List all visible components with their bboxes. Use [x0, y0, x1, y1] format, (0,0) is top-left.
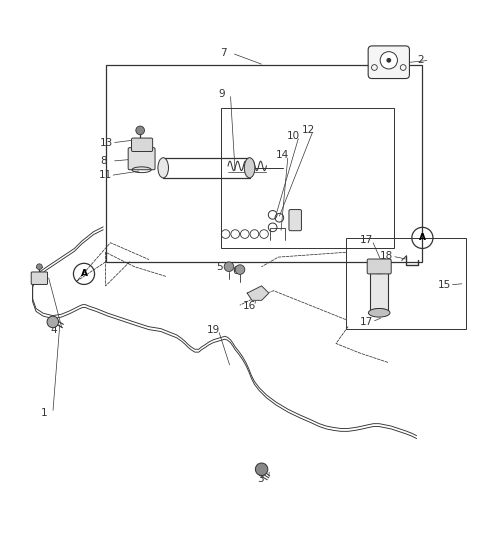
- Text: 10: 10: [287, 131, 300, 141]
- FancyBboxPatch shape: [128, 148, 155, 170]
- Text: 17: 17: [360, 317, 373, 327]
- Circle shape: [136, 126, 144, 135]
- Text: 5: 5: [216, 262, 223, 272]
- Ellipse shape: [370, 309, 388, 316]
- Text: A: A: [81, 269, 87, 279]
- FancyBboxPatch shape: [289, 210, 301, 231]
- FancyBboxPatch shape: [31, 272, 48, 285]
- Ellipse shape: [244, 157, 255, 178]
- Text: 19: 19: [206, 325, 220, 335]
- Text: 11: 11: [98, 171, 112, 180]
- Circle shape: [47, 316, 59, 327]
- Text: 3: 3: [257, 474, 264, 484]
- Polygon shape: [247, 286, 269, 300]
- Bar: [370, 270, 388, 312]
- Circle shape: [224, 262, 234, 272]
- FancyBboxPatch shape: [132, 138, 153, 151]
- Bar: [221, 108, 394, 248]
- Text: 8: 8: [100, 156, 107, 166]
- Circle shape: [36, 264, 42, 269]
- FancyBboxPatch shape: [368, 46, 409, 79]
- Text: 17: 17: [360, 235, 373, 245]
- Ellipse shape: [158, 157, 168, 178]
- Text: 2: 2: [418, 55, 424, 65]
- Bar: [106, 65, 422, 262]
- Ellipse shape: [370, 267, 388, 274]
- Text: 1: 1: [41, 408, 48, 418]
- Text: 6: 6: [232, 267, 239, 276]
- Text: 18: 18: [380, 251, 394, 261]
- Circle shape: [255, 463, 268, 476]
- Circle shape: [386, 58, 391, 62]
- Ellipse shape: [369, 308, 390, 317]
- Text: 7: 7: [220, 48, 227, 58]
- Text: 14: 14: [276, 150, 289, 160]
- Text: 12: 12: [301, 125, 315, 135]
- Bar: [346, 238, 466, 329]
- Circle shape: [380, 52, 397, 69]
- Text: 13: 13: [100, 138, 113, 148]
- Text: 4: 4: [50, 325, 57, 335]
- Text: A: A: [419, 233, 426, 242]
- FancyBboxPatch shape: [367, 259, 391, 274]
- Text: 15: 15: [438, 280, 451, 290]
- Text: 9: 9: [218, 89, 225, 99]
- Text: 16: 16: [242, 301, 256, 311]
- Circle shape: [235, 265, 245, 274]
